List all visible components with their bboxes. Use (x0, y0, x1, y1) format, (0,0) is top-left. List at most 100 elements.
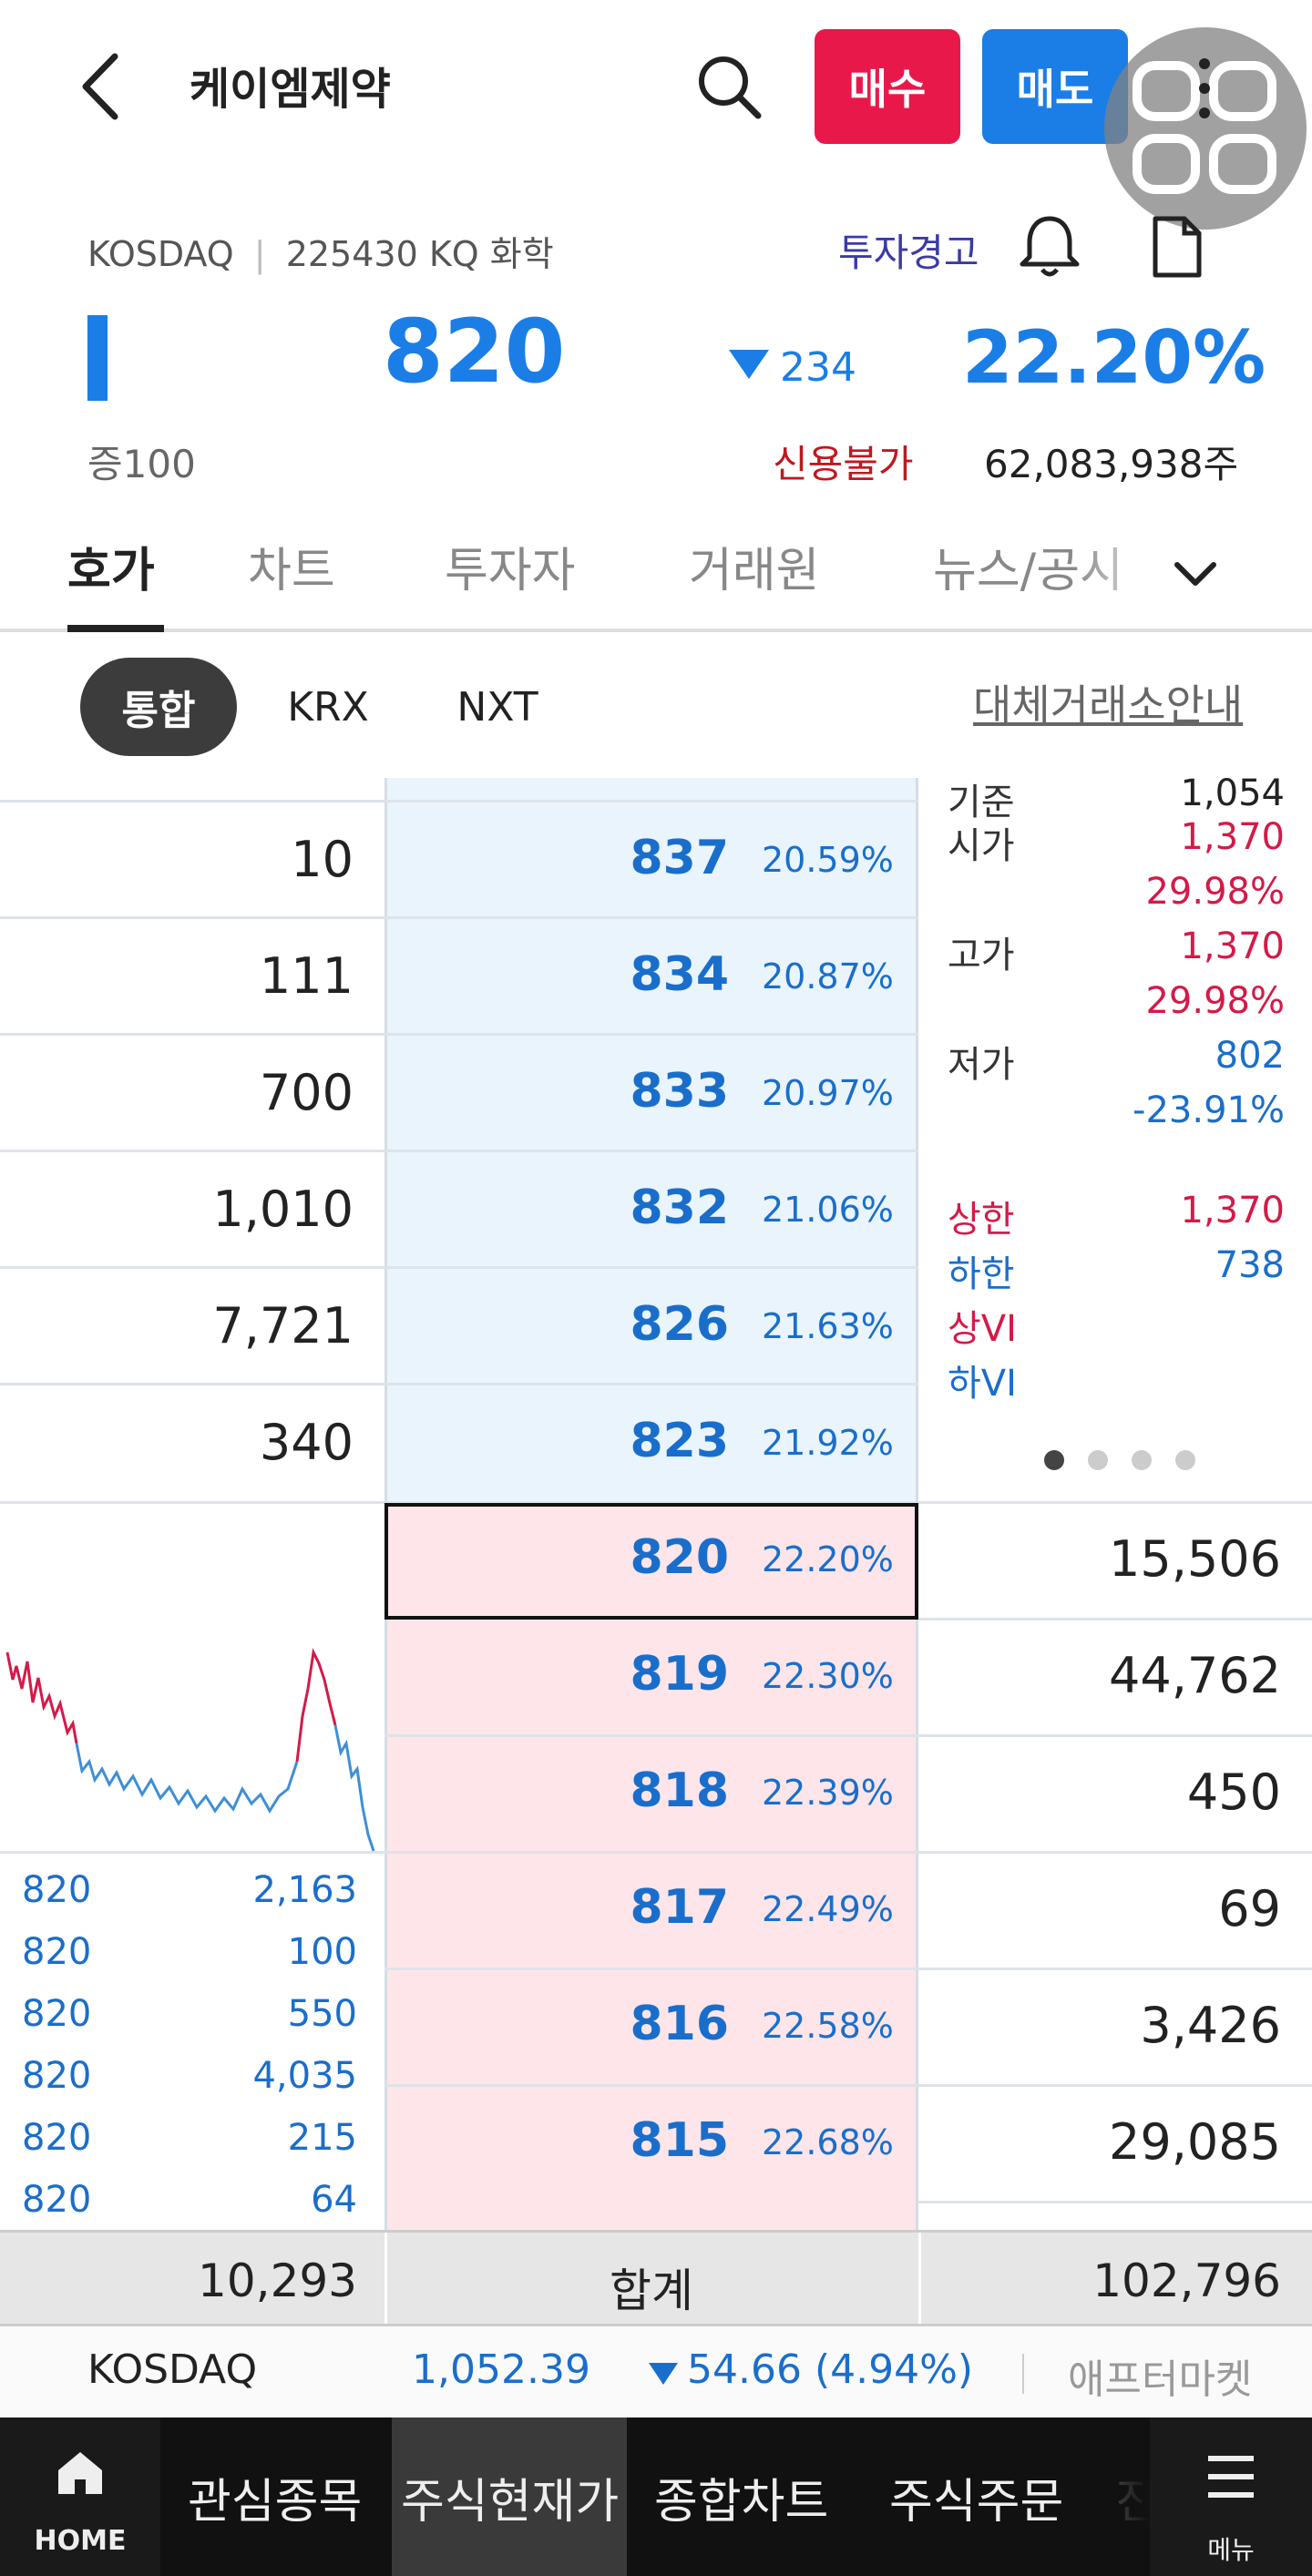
page-dot[interactable] (1175, 1450, 1195, 1470)
bid-quantity: 3,426 (1140, 1997, 1281, 2054)
bid-price: 818 (630, 1763, 729, 1818)
bid-percent: 22.30% (762, 1656, 894, 1696)
bid-price: 819 (630, 1647, 729, 1702)
separator: | (253, 234, 266, 274)
ask-percent: 20.87% (762, 956, 894, 997)
trade-price: 820 (22, 1869, 92, 1911)
ask-percent: 21.92% (762, 1423, 894, 1463)
price-change: 234 (780, 344, 856, 391)
exchange-nxt[interactable]: NXT (456, 683, 538, 731)
nav-stock-order[interactable]: 주식주문 (889, 2475, 1064, 2530)
trade-price: 820 (22, 1993, 92, 2035)
row-divider (384, 1734, 1312, 1737)
ask-quantity: 700 (259, 1064, 354, 1121)
bid-percent: 22.58% (762, 2006, 894, 2046)
ask-quantity: 10 (291, 831, 354, 888)
current-price-row-highlight (384, 1503, 918, 1620)
ask-quantity: 111 (259, 947, 354, 1005)
nav-current-price[interactable]: 주식현재가 (401, 2475, 620, 2530)
ask-price: 826 (630, 1297, 729, 1352)
page-dot-active[interactable] (1044, 1450, 1064, 1470)
index-value: 1,052.39 (412, 2346, 590, 2393)
trade-volume: 215 (287, 2117, 357, 2159)
hamburger-menu-icon (1208, 2456, 1254, 2498)
bid-percent: 22.39% (762, 1773, 894, 1813)
totals-row: 10,293 합계 102,796 (0, 2230, 1312, 2326)
after-market-label: 애프터마켓 (1068, 2356, 1253, 2403)
page-dot[interactable] (1088, 1450, 1108, 1470)
alt-exchange-guide-link[interactable]: 대체거래소안내 (973, 680, 1244, 730)
exchange-integrated[interactable]: 통합 (80, 658, 237, 756)
ask-price: 837 (630, 831, 729, 885)
more-options-icon[interactable] (1199, 56, 1210, 120)
buy-button[interactable]: 매수 (815, 29, 960, 144)
tab-broker[interactable]: 거래원 (689, 544, 820, 598)
bid-price: 820 (630, 1530, 729, 1585)
nav-menu[interactable] (1150, 2418, 1312, 2576)
tab-bar: 호가 차트 투자자 거래원 뉴스/공시 (0, 510, 1312, 632)
price-indicator-bar (87, 315, 108, 401)
trade-volume: 550 (287, 1993, 357, 2035)
row-divider (384, 800, 918, 802)
base-price-label: 기준 (948, 782, 1015, 823)
bell-icon[interactable] (1015, 211, 1084, 281)
open-value: 1,370 (1180, 816, 1285, 858)
bid-quantity: 69 (1218, 1880, 1281, 1937)
back-arrow-icon[interactable] (73, 46, 128, 128)
lower-limit-label: 하한 (948, 1253, 1015, 1295)
bid-percent: 22.68% (762, 2122, 894, 2162)
nav-watchlist[interactable]: 관심종목 (188, 2475, 363, 2530)
document-icon[interactable] (1150, 215, 1204, 279)
base-price-value: 1,054 (1180, 778, 1285, 814)
grid-icon (1133, 61, 1276, 194)
ask-quantity: 7,721 (212, 1297, 354, 1354)
index-ticker[interactable]: KOSDAQ 1,052.39 54.66 (4.94%) 애프터마켓 (0, 2326, 1312, 2418)
tab-chart[interactable]: 차트 (248, 544, 335, 598)
row-divider (0, 1501, 1312, 1504)
trade-price: 820 (22, 2117, 92, 2159)
margin-rate: 증100 (87, 442, 196, 486)
divider (384, 2233, 387, 2324)
trade-volume: 64 (311, 2179, 357, 2221)
page-dot[interactable] (1132, 1450, 1152, 1470)
search-icon[interactable] (692, 50, 765, 123)
intraday-mini-chart (5, 1648, 375, 1852)
row-divider (0, 916, 918, 919)
low-percent: -23.91% (1133, 1089, 1285, 1131)
high-label: 고가 (948, 935, 1015, 976)
nav-home[interactable]: HOME (0, 2418, 160, 2576)
ask-quantity: 340 (259, 1414, 354, 1471)
bid-price: 817 (630, 1880, 729, 1935)
ask-price: 823 (630, 1414, 729, 1468)
row-divider (0, 1851, 1312, 1854)
ask-price: 833 (630, 1064, 729, 1119)
trade-price: 820 (22, 2055, 92, 2097)
total-bid-quantity: 102,796 (1092, 2254, 1281, 2307)
nav-combined-chart[interactable]: 종합차트 (654, 2475, 829, 2530)
bottom-navigation: HOME 관심종목 주식현재가 종합차트 주식주문 진 메뉴 (0, 2418, 1312, 2576)
stock-name: 케이엠제약 (190, 64, 391, 115)
tab-investor[interactable]: 투자자 (445, 544, 576, 598)
row-divider (0, 800, 384, 802)
tab-orderbook[interactable]: 호가 (67, 544, 155, 598)
ask-percent: 21.63% (762, 1306, 894, 1346)
stock-info: KOSDAQ | 225430 KQ 화학 (87, 226, 554, 276)
tab-fade (1075, 510, 1166, 629)
low-value: 802 (1215, 1035, 1285, 1077)
totals-label: 합계 (610, 2264, 693, 2317)
sell-button[interactable]: 매도 (982, 29, 1128, 144)
chevron-down-icon[interactable] (1168, 547, 1223, 601)
low-label: 저가 (948, 1044, 1015, 1086)
exchange-krx[interactable]: KRX (287, 683, 369, 731)
bid-price-column (384, 1503, 918, 2230)
ask-percent: 20.97% (762, 1073, 894, 1113)
investment-warning-badge[interactable]: 투자경고 (838, 230, 979, 275)
trade-volume: 4,035 (252, 2055, 357, 2097)
index-name: KOSDAQ (87, 2346, 258, 2393)
active-tab-indicator (67, 625, 164, 632)
ask-percent: 20.59% (762, 840, 894, 880)
nav-fade (1084, 2418, 1150, 2576)
nav-menu-label: 메뉴 (1207, 2535, 1255, 2565)
credit-status: 신용불가 (773, 442, 914, 486)
divider (918, 2233, 921, 2324)
